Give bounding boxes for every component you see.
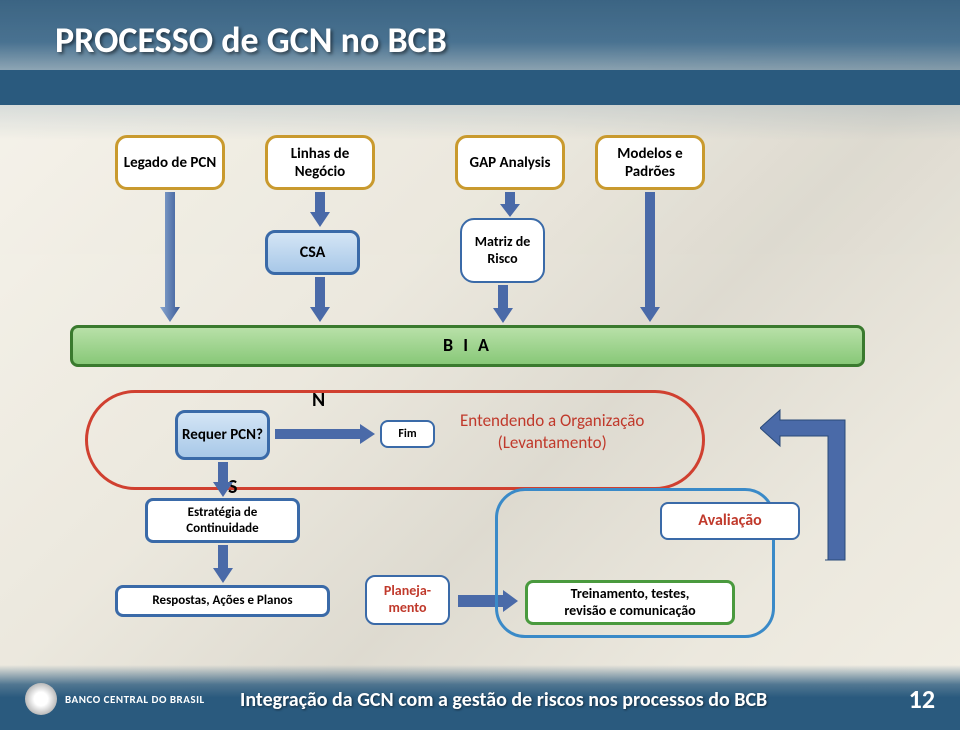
arrow-n-to-fim xyxy=(275,424,375,444)
title-band xyxy=(0,70,960,105)
box-fim: Fim xyxy=(380,420,435,448)
box-gap-analysis: GAP Analysis xyxy=(455,135,565,190)
label-n: N xyxy=(312,388,325,412)
plan-line1: Planeja- xyxy=(384,582,431,599)
arrow-s-down xyxy=(213,462,233,497)
box-matriz-risco: Matriz de Risco xyxy=(460,218,545,283)
arrow-gap-down xyxy=(500,192,520,217)
trein-line2: revisão e comunicação xyxy=(564,602,695,619)
plan-line2: mento xyxy=(388,599,426,616)
arrow-linhas-down xyxy=(310,192,330,227)
flowchart-area: Legado de PCN Linhas de Negócio GAP Anal… xyxy=(40,110,920,660)
arrow-csa-down xyxy=(310,277,330,322)
box-linhas-negocio: Linhas de Negócio xyxy=(265,135,375,190)
box-requer-pcn: Requer PCN? xyxy=(175,410,270,460)
box-csa: CSA xyxy=(265,230,360,275)
box-planejamento: Planeja-mento xyxy=(365,575,450,625)
arrow-matriz-down xyxy=(493,285,513,323)
box-legado-pcn: Legado de PCN xyxy=(115,135,225,190)
box-modelos-padroes: Modelos e Padrões xyxy=(595,135,705,190)
logo-bcb: BANCO CENTRAL DO BRASIL xyxy=(25,683,205,715)
box-estrategia: Estratégia de Continuidade xyxy=(145,498,300,543)
entendendo-line1: Entendendo a Organização xyxy=(460,410,644,431)
slide-title: PROCESSO de GCN no BCB xyxy=(55,18,447,62)
arrow-estrat-down xyxy=(213,545,233,583)
footer-subtitle: Integração da GCN com a gestão de riscos… xyxy=(240,688,767,712)
box-respostas: Respostas, Ações e Planos xyxy=(115,585,330,617)
box-bia: B I A xyxy=(70,325,865,367)
box-treinamento: Treinamento, testes,revisão e comunicaçã… xyxy=(525,580,735,625)
trein-line1: Treinamento, testes, xyxy=(571,585,690,602)
arrow-feedback-up xyxy=(760,400,850,570)
text-entendendo: Entendendo a Organização (Levantamento) xyxy=(460,410,644,454)
logo-icon xyxy=(25,683,57,715)
entendendo-line2: (Levantamento) xyxy=(498,432,607,453)
arrow-legado-down xyxy=(160,192,180,322)
page-number: 12 xyxy=(909,683,935,715)
logo-text: BANCO CENTRAL DO BRASIL xyxy=(65,693,205,706)
arrow-modelos-down xyxy=(640,192,660,322)
